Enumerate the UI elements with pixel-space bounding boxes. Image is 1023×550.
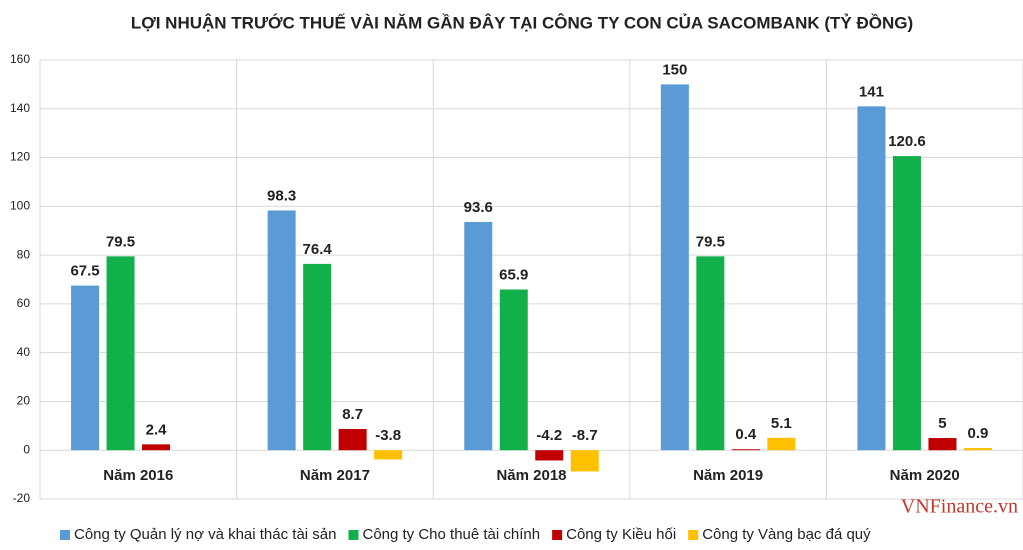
legend-label: Công ty Cho thuê tài chính	[362, 526, 540, 543]
y-tick-label: 20	[17, 394, 31, 408]
y-tick-label: 60	[17, 296, 31, 310]
data-label: 98.3	[267, 187, 296, 204]
data-label: -8.7	[572, 427, 598, 444]
watermark: VNFinance.vn	[901, 496, 1018, 518]
bar	[892, 156, 921, 451]
bar	[570, 450, 599, 472]
y-tick-label: 40	[17, 345, 31, 359]
bar	[303, 263, 332, 451]
x-tick-label: Năm 2016	[103, 467, 173, 484]
data-label: 141	[859, 83, 884, 100]
bar	[535, 450, 564, 461]
chart-title: LỢI NHUẬN TRƯỚC THUẾ VÀI NĂM GẦN ĐÂY TẠI…	[131, 13, 913, 32]
legend-swatch	[688, 530, 699, 540]
y-tick-label: 120	[10, 150, 30, 164]
data-label: 8.7	[342, 406, 363, 423]
bar	[142, 444, 171, 451]
y-tick-label: 160	[10, 52, 30, 66]
data-label: -4.2	[536, 427, 562, 444]
bar	[767, 437, 796, 451]
bar	[696, 256, 725, 451]
x-tick-label: Năm 2019	[693, 467, 763, 484]
data-label: 5	[938, 415, 946, 432]
data-label: 0.4	[735, 426, 757, 443]
bar	[71, 285, 100, 451]
data-label: 5.1	[771, 415, 792, 432]
data-label: 79.5	[696, 233, 725, 250]
x-tick-label: Năm 2018	[496, 467, 566, 484]
legend-swatch	[552, 530, 563, 540]
data-label: 2.4	[146, 421, 168, 438]
legend-swatch	[60, 530, 70, 540]
bar	[928, 438, 957, 451]
y-tick-label: 140	[10, 101, 30, 115]
legend-label: Công ty Kiều hối	[566, 526, 676, 543]
y-tick-label: 100	[10, 199, 30, 213]
bar	[731, 449, 760, 451]
bar	[963, 448, 992, 451]
bar	[499, 289, 528, 451]
data-label: 67.5	[70, 263, 99, 280]
legend-swatch	[348, 530, 359, 540]
y-tick-label: 0	[23, 442, 30, 456]
bar	[660, 84, 689, 451]
bar	[857, 106, 886, 451]
y-tick-label: -20	[13, 491, 31, 505]
data-label: 79.5	[106, 233, 135, 250]
data-label: 120.6	[888, 133, 926, 150]
bar	[267, 210, 296, 451]
legend-label: Công ty Vàng bạc đá quý	[702, 526, 871, 543]
y-tick-label: 80	[17, 247, 31, 261]
data-label: 76.4	[303, 241, 333, 258]
legend-label: Công ty Quản lý nợ và khai thác tài sản	[74, 526, 336, 543]
bar	[374, 450, 403, 460]
bar	[464, 221, 493, 451]
data-label: 93.6	[464, 199, 493, 216]
x-tick-label: Năm 2017	[300, 467, 370, 484]
x-tick-label: Năm 2020	[890, 467, 960, 484]
bar	[338, 429, 367, 451]
bar	[106, 256, 135, 451]
data-label: 0.9	[968, 425, 989, 442]
data-label: 65.9	[499, 266, 528, 283]
data-label: 150	[662, 61, 687, 78]
data-label: -3.8	[375, 427, 401, 444]
